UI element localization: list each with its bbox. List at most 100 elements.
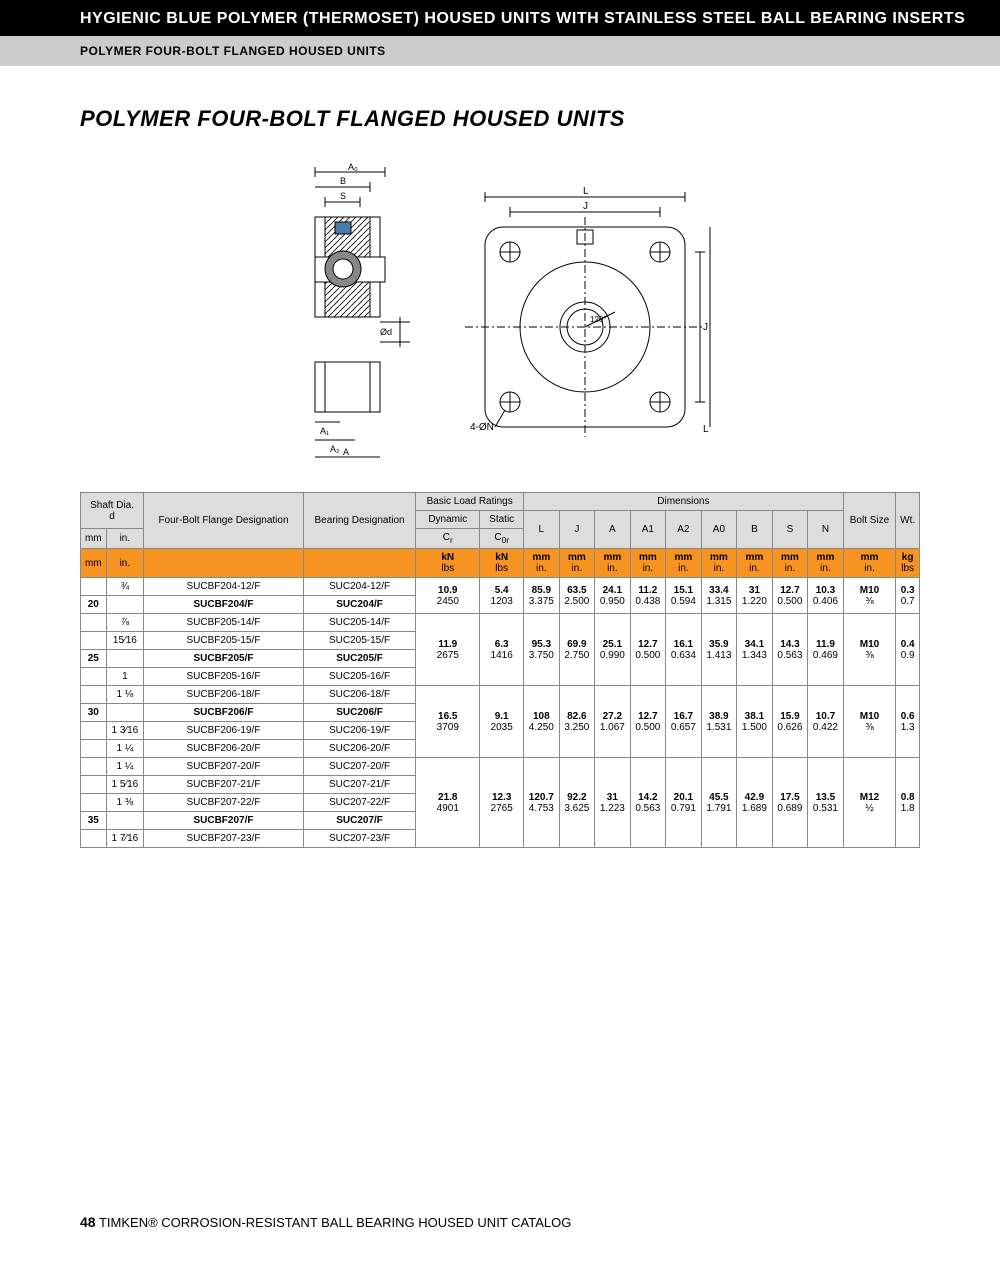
cell-mm <box>81 686 107 704</box>
cell-in: 1 7⁄16 <box>106 830 143 848</box>
cell-mm <box>81 794 107 812</box>
cell-dim: 311.220 <box>737 578 773 614</box>
cell-dim: 15.90.626 <box>772 686 808 758</box>
cell-dim: 95.33.750 <box>524 614 560 686</box>
svg-text:A₂: A₂ <box>330 444 340 454</box>
cell-dim: 16.70.657 <box>666 686 702 758</box>
th-B: B <box>737 511 773 549</box>
diagram-side-view: A₀ B S Ød A₁ A₂ <box>285 162 415 462</box>
th-A1: A1 <box>630 511 666 549</box>
cell-mm <box>81 578 107 596</box>
cell-dim: 25.10.990 <box>595 614 631 686</box>
svg-text:4-ØN: 4-ØN <box>470 422 494 433</box>
th-J: J <box>559 511 595 549</box>
cell-in: 1 <box>106 668 143 686</box>
cell-dim: 27.21.067 <box>595 686 631 758</box>
cell-dim: 10.70.422 <box>808 686 844 758</box>
cell-dim: 120.74.753 <box>524 758 560 848</box>
cell-dim: 34.11.343 <box>737 614 773 686</box>
th-wt: Wt. <box>896 493 920 549</box>
cell-mm: 25 <box>81 650 107 668</box>
cell-bearing: SUC207-22/F <box>303 794 415 812</box>
cell-bearing: SUC204-12/F <box>303 578 415 596</box>
cell-bearing: SUC206-18/F <box>303 686 415 704</box>
cell-bearing: SUC206-19/F <box>303 722 415 740</box>
cell-dim: 10.30.406 <box>808 578 844 614</box>
catalog-name: TIMKEN® CORROSION-RESISTANT BALL BEARING… <box>99 1215 571 1230</box>
u-kn1: kNlbs <box>416 549 480 578</box>
cell-dim: 35.91.413 <box>701 614 737 686</box>
cell-bearing: SUC205-14/F <box>303 614 415 632</box>
cell-dim: 38.91.531 <box>701 686 737 758</box>
cell-mm <box>81 668 107 686</box>
cell-in <box>106 650 143 668</box>
cell-mm: 35 <box>81 812 107 830</box>
cell-flange: SUCBF207/F <box>144 812 304 830</box>
svg-text:J: J <box>583 201 588 212</box>
spec-table: Shaft Dia.d Four-Bolt Flange Designation… <box>80 492 920 848</box>
cell-in: ⅞ <box>106 614 143 632</box>
u-B: mmin. <box>737 549 773 578</box>
cell-dim: 69.92.750 <box>559 614 595 686</box>
cell-mm <box>81 614 107 632</box>
cell-dim: 45.51.791 <box>701 758 737 848</box>
cell-dim: 0.81.8 <box>896 758 920 848</box>
cell-dim: 6.31416 <box>480 614 524 686</box>
u-S: mmin. <box>772 549 808 578</box>
cell-dim: 0.30.7 <box>896 578 920 614</box>
cell-flange: SUCBF207-20/F <box>144 758 304 776</box>
cell-bearing: SUC205-15/F <box>303 632 415 650</box>
svg-text:Ød: Ød <box>380 327 392 337</box>
cell-dim: M10⅜ <box>843 578 896 614</box>
cell-in <box>106 812 143 830</box>
cell-flange: SUCBF204/F <box>144 596 304 614</box>
u-A0: mmin. <box>701 549 737 578</box>
svg-text:J: J <box>703 322 708 333</box>
cell-flange: SUCBF206-18/F <box>144 686 304 704</box>
cell-dim: 16.10.634 <box>666 614 702 686</box>
th-A0: A0 <box>701 511 737 549</box>
cell-in <box>106 704 143 722</box>
u-in: in. <box>106 549 143 578</box>
cell-flange: SUCBF206-20/F <box>144 740 304 758</box>
cell-in: 1 3⁄16 <box>106 722 143 740</box>
cell-in: 1 ¼ <box>106 740 143 758</box>
th-L: L <box>524 511 560 549</box>
cell-in: ¾ <box>106 578 143 596</box>
cell-dim: M10⅜ <box>843 686 896 758</box>
svg-text:A: A <box>343 447 349 457</box>
cell-dim: 12.70.500 <box>630 614 666 686</box>
cell-dim: 1084.250 <box>524 686 560 758</box>
cell-flange: SUCBF205-16/F <box>144 668 304 686</box>
svg-text:A₀: A₀ <box>348 162 358 172</box>
th-A2: A2 <box>666 511 702 549</box>
svg-text:A₁: A₁ <box>320 426 329 436</box>
th-c0r: C0r <box>480 529 524 549</box>
th-bolt: Bolt Size <box>843 493 896 549</box>
u-mm: mm <box>81 549 107 578</box>
u-A1: mmin. <box>630 549 666 578</box>
cell-flange: SUCBF206/F <box>144 704 304 722</box>
cell-dim: 0.61.3 <box>896 686 920 758</box>
th-dims: Dimensions <box>524 493 844 511</box>
diagram-front-view: L J 120° J L <box>455 182 715 442</box>
cell-dim: 13.50.531 <box>808 758 844 848</box>
svg-text:L: L <box>583 186 589 197</box>
cell-flange: SUCBF205/F <box>144 650 304 668</box>
diagrams-row: A₀ B S Ød A₁ A₂ <box>80 162 920 462</box>
cell-dim: 63.52.500 <box>559 578 595 614</box>
u-blank1 <box>144 549 304 578</box>
cell-dim: 11.90.469 <box>808 614 844 686</box>
cell-flange: SUCBF207-22/F <box>144 794 304 812</box>
cell-bearing: SUC207/F <box>303 812 415 830</box>
u-N: mmin. <box>808 549 844 578</box>
cell-dim: M12½ <box>843 758 896 848</box>
th-bearing: Bearing Designation <box>303 493 415 549</box>
u-bolt: mmin. <box>843 549 896 578</box>
svg-text:120°: 120° <box>590 315 607 324</box>
cell-bearing: SUC207-23/F <box>303 830 415 848</box>
cell-dim: 16.53709 <box>416 686 480 758</box>
cell-dim: 17.50.689 <box>772 758 808 848</box>
cell-dim: 5.41203 <box>480 578 524 614</box>
cell-mm <box>81 776 107 794</box>
